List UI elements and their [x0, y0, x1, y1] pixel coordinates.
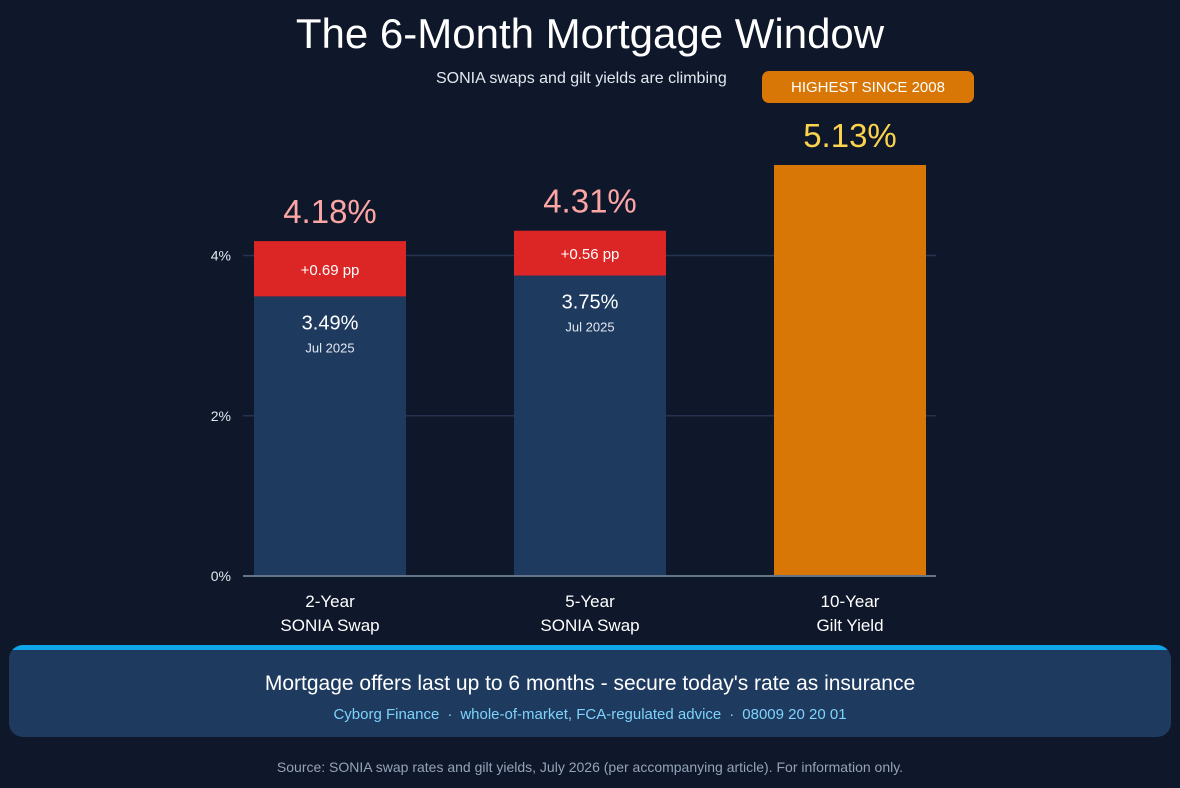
service-description: whole-of-market, FCA-regulated advice	[460, 706, 722, 723]
bar-base-segment	[254, 296, 406, 576]
banner-headline: Mortgage offers last up to 6 months - se…	[264, 672, 916, 695]
base-value-label: 3.75%	[562, 292, 619, 314]
total-value-label: 4.18%	[283, 193, 377, 230]
chart-title: The 6-Month Mortgage Window	[295, 10, 885, 57]
highest-since-badge: HIGHEST SINCE 2008	[762, 71, 974, 103]
insurance-banner: Mortgage offers last up to 6 months - se…	[9, 645, 1171, 737]
bar-base-segment	[774, 165, 926, 576]
x-category-label: 2-Year	[305, 592, 355, 611]
base-date-label: Jul 2025	[305, 340, 354, 355]
x-category-label: SONIA Swap	[540, 616, 639, 635]
banner-details: Cyborg Finance · whole-of-market, FCA-regu…	[9, 706, 1171, 723]
brand-name: Cyborg Finance	[333, 706, 440, 723]
bar-base-segment	[514, 275, 666, 576]
base-date-label: Jul 2025	[565, 320, 614, 335]
x-category-label: Gilt Yield	[816, 616, 883, 635]
y-tick-label: 2%	[211, 408, 231, 424]
y-tick-label: 0%	[211, 568, 231, 584]
banner-accent-stripe	[9, 645, 1171, 650]
total-value-label: 5.13%	[803, 117, 897, 154]
x-category-label: 5-Year	[565, 592, 615, 611]
base-value-label: 3.49%	[302, 312, 359, 334]
separator: ·	[729, 706, 735, 723]
chart-subtitle: SONIA swaps and gilt yields are climbing	[436, 70, 727, 87]
source-note: Source: SONIA swap rates and gilt yields…	[276, 759, 904, 775]
increase-label: +0.69 pp	[301, 262, 360, 279]
x-category-label: SONIA Swap	[280, 616, 379, 635]
phone-number: 08009 20 20 01	[742, 706, 847, 723]
bar-increase-segment	[254, 241, 406, 297]
increase-label: +0.56 pp	[561, 246, 620, 263]
x-category-label: 10-Year	[821, 592, 880, 611]
bar-increase-segment	[514, 230, 666, 276]
bar-chart: 0% 2% 4% +0.69 pp 3.49% Jul 2025 4.18% 2-Year SO…	[211, 117, 936, 635]
total-value-label: 4.31%	[543, 183, 637, 220]
y-tick-label: 4%	[211, 248, 231, 264]
separator: ·	[447, 706, 453, 723]
